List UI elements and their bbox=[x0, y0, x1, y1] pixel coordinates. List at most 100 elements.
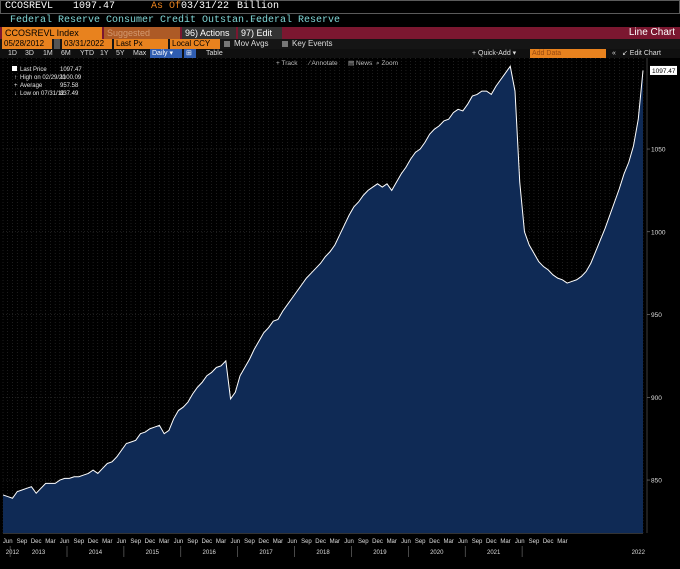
range-max[interactable]: Max bbox=[133, 50, 147, 57]
chart-type-label[interactable]: Line Chart bbox=[628, 27, 675, 38]
mov-avgs-checkbox[interactable] bbox=[224, 41, 230, 47]
title-bar: CCOSREVL 1097.47 As Of 03/31/22 Billion bbox=[0, 0, 680, 14]
x-month-label: Sep bbox=[244, 539, 255, 545]
zoom-button[interactable]: ⌕ Zoom bbox=[376, 60, 398, 67]
unit-label: Billion bbox=[237, 1, 280, 12]
as-of-date: 03/31/22 bbox=[181, 1, 230, 12]
legend-average-label: Average bbox=[20, 83, 43, 89]
x-year-label: 2022 bbox=[632, 550, 646, 556]
actions-menu[interactable]: 96) Actions ▾ bbox=[182, 27, 236, 50]
legend-low-label: Low on 07/31/12 bbox=[20, 91, 65, 97]
frequency-select[interactable]: Daily ▾ bbox=[150, 49, 182, 58]
range-1m[interactable]: 1M bbox=[43, 50, 53, 57]
add-data-field[interactable]: Add Data bbox=[530, 49, 606, 58]
currency-select[interactable]: Local CCY bbox=[170, 39, 220, 49]
range-1d[interactable]: 1D bbox=[8, 50, 17, 57]
x-month-label: Dec bbox=[202, 539, 213, 545]
last-value-badge-text: 1097.47 bbox=[652, 68, 676, 75]
x-year-label: 2012 bbox=[6, 550, 20, 556]
news-button[interactable]: ▤ News bbox=[348, 60, 373, 67]
end-date-field[interactable]: 03/31/2022 bbox=[62, 39, 112, 49]
ticker-label: CCOSREVL bbox=[5, 1, 54, 12]
description-bar: Federal Reserve Consumer Credit Outstan.… bbox=[0, 14, 680, 27]
x-month-label: Jun bbox=[230, 539, 240, 545]
range-1y[interactable]: 1Y bbox=[100, 50, 109, 57]
x-month-label: Dec bbox=[315, 539, 326, 545]
key-events-checkbox[interactable] bbox=[282, 41, 288, 47]
x-month-label: Sep bbox=[472, 539, 483, 545]
x-month-label: Jun bbox=[287, 539, 297, 545]
x-month-label: Jun bbox=[344, 539, 354, 545]
x-month-label: Dec bbox=[88, 539, 99, 545]
security-field[interactable]: CCOSREVL Index bbox=[2, 27, 102, 39]
x-month-label: Mar bbox=[273, 539, 283, 545]
as-of-label: As Of bbox=[151, 1, 182, 12]
legend-low-value: 837.49 bbox=[60, 91, 79, 97]
edit-menu[interactable]: 97) Edit ▾ bbox=[238, 27, 282, 50]
track-button[interactable]: + Track bbox=[276, 60, 298, 67]
key-events-label[interactable]: Key Events bbox=[292, 39, 333, 48]
x-month-label: Mar bbox=[500, 539, 510, 545]
start-date-field[interactable]: 05/28/2012 bbox=[2, 39, 52, 49]
legend-swatch[interactable] bbox=[12, 66, 17, 71]
last-value: 1097.47 bbox=[73, 1, 116, 12]
x-month-label: Jun bbox=[401, 539, 411, 545]
x-month-label: Dec bbox=[429, 539, 440, 545]
x-year-label: 2019 bbox=[373, 550, 387, 556]
main-toolbar: CCOSREVL Index Suggested Charts 96) Acti… bbox=[0, 27, 680, 50]
x-year-label: 2013 bbox=[32, 550, 46, 556]
grid-icon[interactable]: ⊞ bbox=[184, 49, 196, 58]
collapse-left-icon[interactable]: « bbox=[612, 50, 616, 57]
last-value-badge bbox=[650, 65, 677, 75]
x-month-label: Mar bbox=[330, 539, 340, 545]
calendar-icon[interactable] bbox=[54, 39, 60, 49]
annotate-button[interactable]: ⁄ Annotate bbox=[307, 60, 338, 67]
range-5y[interactable]: 5Y bbox=[116, 50, 125, 57]
series-line bbox=[2, 65, 644, 499]
x-month-label: Sep bbox=[358, 539, 369, 545]
x-month-label: Sep bbox=[187, 539, 198, 545]
x-month-label: Mar bbox=[216, 539, 226, 545]
edit-chart-button[interactable]: ↙ Edit Chart bbox=[622, 50, 661, 57]
x-year-label: 2015 bbox=[146, 550, 160, 556]
x-year-label: 2018 bbox=[316, 550, 330, 556]
x-month-label: Sep bbox=[415, 539, 426, 545]
suggested-charts-button[interactable]: Suggested Charts bbox=[104, 27, 180, 50]
y-tick-label: 950 bbox=[651, 312, 662, 319]
legend-low-marker: ↓ bbox=[14, 91, 17, 97]
series-description: Federal Reserve Consumer Credit Outstan.… bbox=[10, 15, 263, 26]
legend-high-label: High on 02/29/20 bbox=[20, 75, 66, 81]
legend-last-price-label: Last Price bbox=[20, 67, 47, 73]
y-tick-label: 900 bbox=[651, 395, 662, 402]
x-month-label: Dec bbox=[486, 539, 497, 545]
range-toolbar: 1D 3D 1M 6M YTD 1Y 5Y Max Daily ▾ ⊞ Tabl… bbox=[0, 49, 680, 58]
x-month-label: Sep bbox=[17, 539, 28, 545]
mov-avgs-label[interactable]: Mov Avgs bbox=[234, 39, 269, 48]
legend: Last Price 1097.47 ↑ High on 02/29/20 11… bbox=[12, 66, 82, 97]
chart-panel: 850 900 950 1000 1050 Jun Sep Dec Mar Jun Sep Dec M… bbox=[0, 58, 680, 564]
x-year-label: 2020 bbox=[430, 550, 444, 556]
x-month-label: Jun bbox=[174, 539, 184, 545]
y-axis: 850 900 950 1000 1050 bbox=[646, 58, 666, 533]
x-month-label: Jun bbox=[515, 539, 525, 545]
x-month-label: Mar bbox=[159, 539, 169, 545]
range-6m[interactable]: 6M bbox=[61, 50, 71, 57]
area-fill bbox=[3, 66, 643, 533]
x-month-label: Dec bbox=[372, 539, 383, 545]
x-month-label: Sep bbox=[529, 539, 540, 545]
source-label: Federal Reserve bbox=[250, 15, 341, 26]
range-ytd[interactable]: YTD bbox=[80, 50, 94, 57]
x-year-label: 2017 bbox=[259, 550, 273, 556]
x-month-label: Dec bbox=[31, 539, 42, 545]
table-button[interactable]: Table bbox=[206, 50, 223, 57]
date-toolbar: 05/28/2012 03/31/2022 Last Px Local CCY … bbox=[0, 39, 680, 49]
quick-add-button[interactable]: + Quick-Add ▾ bbox=[472, 50, 517, 57]
y-tick-label: 1050 bbox=[651, 147, 666, 154]
field-select[interactable]: Last Px bbox=[114, 39, 168, 49]
y-tick-label: 850 bbox=[651, 478, 662, 485]
legend-high-value: 1100.09 bbox=[60, 75, 82, 81]
range-3d[interactable]: 3D bbox=[25, 50, 34, 57]
x-month-label: Jun bbox=[458, 539, 468, 545]
x-month-label: Jun bbox=[60, 539, 70, 545]
